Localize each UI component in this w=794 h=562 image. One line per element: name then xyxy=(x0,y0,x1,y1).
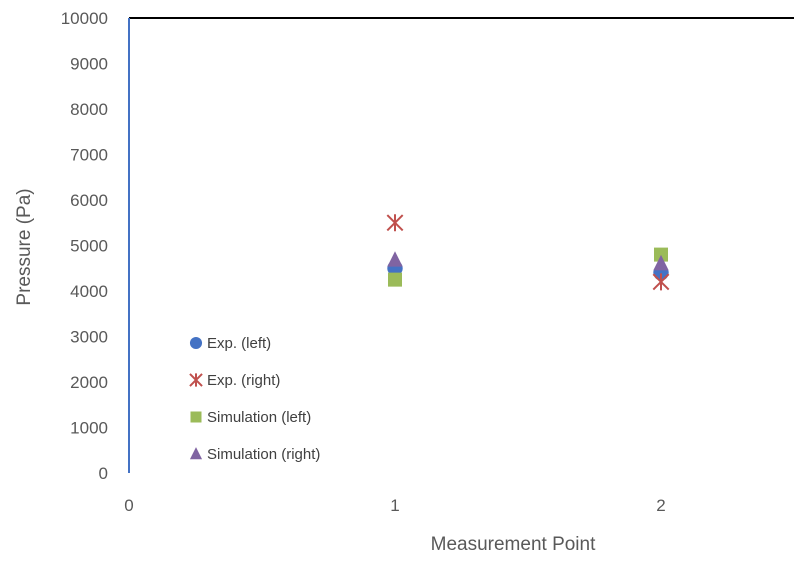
y-tick-label: 9000 xyxy=(70,55,108,74)
x-axis-title: Measurement Point xyxy=(431,534,596,555)
y-tick-label: 2000 xyxy=(70,373,108,392)
y-tick-label: 4000 xyxy=(70,282,108,301)
y-tick-label: 8000 xyxy=(70,100,108,119)
x-tick-label: 2 xyxy=(656,496,665,515)
point-star-2-2 xyxy=(652,273,670,291)
legend-marker-triangle xyxy=(189,447,203,460)
legend-marker-circle xyxy=(189,336,203,350)
legend-label: Simulation (left) xyxy=(207,409,311,426)
y-tick-label: 3000 xyxy=(70,328,108,347)
axes xyxy=(128,17,794,473)
x-tick-labels: 0 1 2 xyxy=(124,496,665,515)
legend: Exp. (left) Exp. (right) Simulation (left)… xyxy=(189,335,320,463)
y-tick-labels: 0 1000 2000 3000 4000 5000 6000 7000 8000 9000 100… xyxy=(61,9,108,483)
x-tick-label: 1 xyxy=(390,496,399,515)
y-tick-label: 7000 xyxy=(70,146,108,165)
x-tick-label: 0 xyxy=(124,496,133,515)
y-tick-label: 0 xyxy=(99,464,108,483)
legend-label: Exp. (right) xyxy=(207,372,280,389)
point-triangle-4-1 xyxy=(387,251,403,267)
legend-label: Simulation (right) xyxy=(207,446,320,463)
point-star-2-1 xyxy=(386,214,404,232)
point-triangle-4-2 xyxy=(653,254,669,271)
y-tick-label: 6000 xyxy=(70,191,108,210)
point-square-3-2 xyxy=(654,247,668,262)
y-tick-label: 1000 xyxy=(70,419,108,438)
y-axis-title: Pressure (Pa) xyxy=(14,188,35,305)
legend-marker-star xyxy=(189,373,203,387)
legend-label: Exp. (left) xyxy=(207,335,271,352)
point-square-3-1 xyxy=(388,272,402,287)
y-tick-label: 10000 xyxy=(61,9,108,28)
data-points xyxy=(386,214,670,291)
y-tick-label: 5000 xyxy=(70,237,108,256)
legend-marker-square xyxy=(190,411,202,423)
